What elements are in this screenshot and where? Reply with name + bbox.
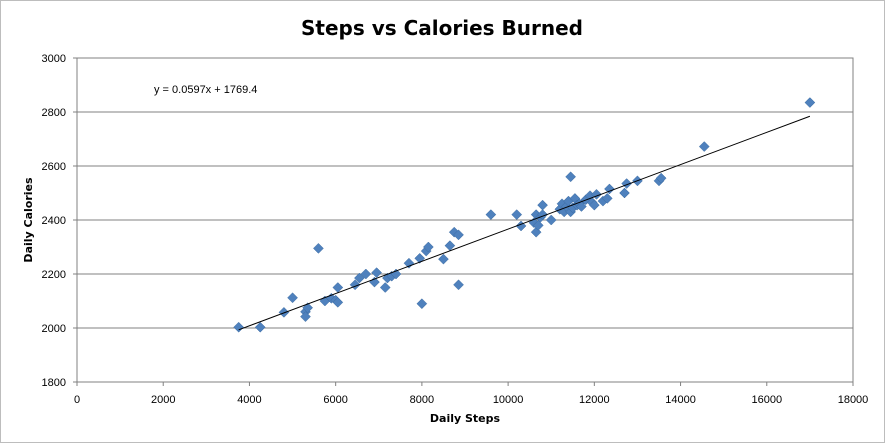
data-point — [655, 172, 667, 184]
data-point — [254, 321, 266, 333]
x-tick-label: 0 — [74, 394, 80, 406]
chart-title: Steps vs Calories Burned — [301, 16, 583, 40]
data-point — [453, 229, 464, 241]
x-axis-ticks: 0 2000 4000 6000 8000 10000 12000 14000 16000 180… — [74, 382, 868, 406]
data-point — [485, 209, 497, 220]
trendline — [238, 115, 811, 331]
x-tick-label: 10000 — [493, 394, 524, 406]
y-tick-label: 3000 — [42, 53, 66, 65]
data-point — [278, 306, 290, 318]
data-point — [287, 292, 298, 304]
data-point — [698, 141, 710, 152]
y-tick-label: 2800 — [42, 107, 66, 119]
data-point — [604, 183, 615, 195]
data-point — [588, 199, 600, 211]
data-point — [537, 199, 548, 211]
data-point — [423, 241, 434, 253]
data-point — [438, 253, 449, 265]
x-tick-label: 18000 — [838, 394, 869, 406]
grid-lines — [77, 111, 853, 329]
y-tick-label: 2400 — [42, 215, 66, 227]
data-point — [601, 193, 613, 204]
x-tick-label: 4000 — [237, 394, 261, 406]
x-tick-label: 8000 — [410, 394, 434, 406]
data-point — [403, 257, 415, 269]
data-point — [532, 220, 544, 231]
x-tick-label: 16000 — [751, 394, 782, 406]
data-point — [453, 279, 464, 291]
x-axis-label: Daily Steps — [430, 412, 501, 425]
data-point — [313, 242, 324, 254]
y-tick-label: 2000 — [42, 323, 66, 335]
data-point — [360, 268, 372, 280]
data-point — [371, 267, 382, 279]
x-tick-label: 14000 — [665, 394, 696, 406]
data-point — [300, 311, 311, 323]
data-point — [416, 298, 428, 310]
y-axis-label: Daily Calories — [22, 177, 35, 263]
data-point — [354, 272, 365, 284]
data-point — [233, 321, 245, 333]
data-point — [804, 97, 816, 108]
data-point — [576, 201, 587, 212]
data-point — [565, 171, 576, 183]
data-points — [233, 97, 816, 333]
x-tick-label: 2000 — [151, 394, 175, 406]
y-tick-label: 1800 — [42, 377, 66, 389]
data-point — [619, 187, 630, 199]
x-tick-label: 6000 — [323, 394, 347, 406]
y-tick-label: 2200 — [42, 269, 66, 281]
data-point — [545, 214, 557, 226]
data-point — [379, 282, 391, 293]
data-point — [511, 209, 523, 220]
y-axis-ticks: 1800 2000 2200 2400 2600 2800 3000 — [42, 53, 77, 389]
data-point — [332, 296, 344, 308]
x-tick-label: 12000 — [579, 394, 610, 406]
y-tick-label: 2600 — [42, 161, 66, 173]
trendline-equation: y = 0.0597x + 1769.4 — [154, 84, 257, 96]
